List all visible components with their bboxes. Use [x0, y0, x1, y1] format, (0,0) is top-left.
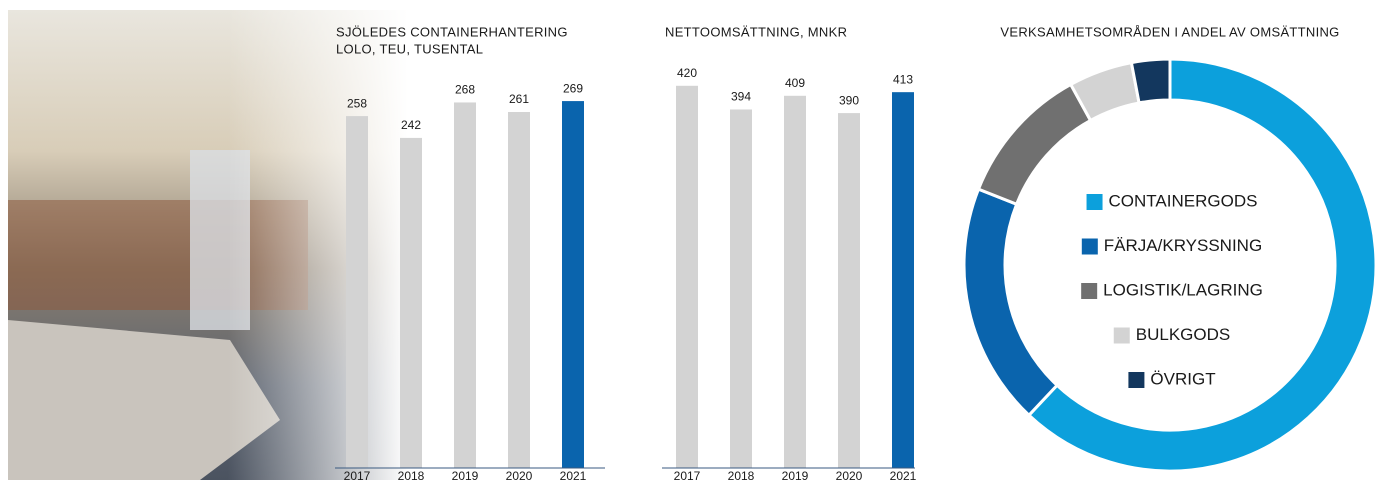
bar — [838, 113, 860, 468]
value-label: 268 — [455, 83, 475, 97]
x-tick-label: 2020 — [836, 469, 863, 481]
legend-label: BULKGODS — [1136, 325, 1230, 344]
legend-swatch — [1082, 239, 1098, 255]
x-tick-label: 2017 — [344, 469, 371, 481]
value-label: 413 — [893, 72, 913, 86]
legend-label: ÖVRIGT — [1150, 369, 1215, 388]
bar — [892, 92, 914, 468]
chart-subtitle: LOLO, TEU, TUSENTAL — [336, 41, 483, 56]
bar — [676, 86, 698, 468]
bar — [730, 109, 752, 468]
legend-label: LOGISTIK/LAGRING — [1103, 280, 1263, 299]
legend-label: FÄRJA/KRYSSNING — [1104, 236, 1262, 255]
x-tick-label: 2020 — [506, 469, 533, 481]
bar — [784, 96, 806, 468]
page: SJÖLEDES CONTAINERHANTERING LOLO, TEU, TU… — [0, 0, 1385, 481]
x-tick-label: 2017 — [674, 469, 701, 481]
value-label: 394 — [731, 90, 751, 104]
value-label: 269 — [563, 81, 583, 95]
x-tick-label: 2019 — [782, 469, 809, 481]
value-label: 409 — [785, 76, 805, 90]
legend-swatch — [1081, 283, 1097, 299]
bar — [346, 116, 368, 468]
bar — [562, 101, 584, 468]
donut-segment — [1131, 59, 1170, 103]
x-tick-label: 2018 — [398, 469, 425, 481]
donut-segment — [964, 189, 1057, 415]
x-tick-label: 2019 — [452, 469, 479, 481]
x-tick-label: 2018 — [728, 469, 755, 481]
legend-swatch — [1128, 372, 1144, 388]
value-label: 390 — [839, 93, 859, 107]
value-label: 242 — [401, 118, 421, 132]
bar — [400, 138, 422, 468]
charts: SJÖLEDES CONTAINERHANTERING LOLO, TEU, TU… — [335, 24, 1376, 481]
page-canvas: SJÖLEDES CONTAINERHANTERING LOLO, TEU, TU… — [0, 0, 1385, 481]
legend-label: CONTAINERGODS — [1109, 191, 1258, 210]
value-label: 261 — [509, 92, 529, 106]
legend-swatch — [1087, 194, 1103, 210]
chart-title: SJÖLEDES CONTAINERHANTERING — [336, 24, 568, 39]
chart-title: NETTOOMSÄTTNING, MNKR — [665, 24, 847, 39]
bar — [508, 112, 530, 468]
x-tick-label: 2021 — [560, 469, 587, 481]
x-tick-label: 2021 — [890, 469, 917, 481]
bar — [454, 102, 476, 468]
legend-swatch — [1114, 328, 1130, 344]
value-label: 420 — [677, 66, 697, 80]
donut-segment — [978, 84, 1090, 204]
value-label: 258 — [347, 96, 367, 110]
chart-title: VERKSAMHETSOMRÅDEN I ANDEL AV OMSÄTTNING — [1000, 24, 1339, 39]
